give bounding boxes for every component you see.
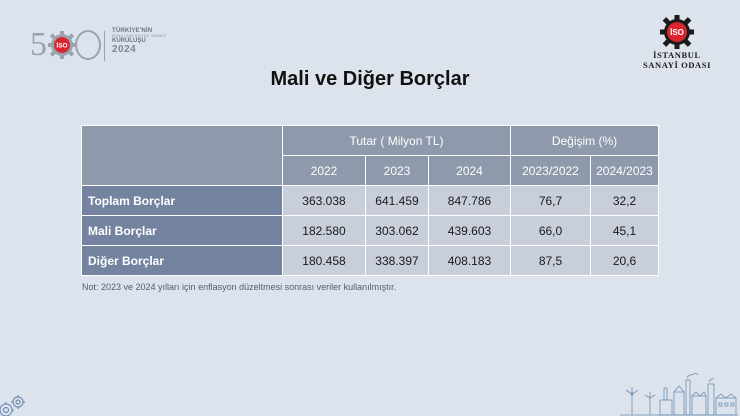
- table-cell: 641.459: [365, 185, 429, 216]
- gear-icon: İSO: [660, 15, 694, 49]
- row-label: Mali Borçlar: [81, 215, 283, 246]
- gears-decoration-icon: [0, 395, 25, 416]
- table-cell: 439.603: [428, 215, 511, 246]
- gear-icon: İSO: [48, 31, 76, 59]
- table-header-tutar: Tutar ( Milyon TL): [282, 125, 511, 156]
- table-cell: 180.458: [282, 245, 366, 276]
- table-header-col: 2023/2022: [510, 155, 591, 186]
- row-label: Toplam Borçlar: [81, 185, 283, 216]
- table-cell: 66,0: [510, 215, 591, 246]
- logo-divider: [104, 31, 105, 61]
- table-cell: 338.397: [365, 245, 429, 276]
- logo-500: 5 İSO TÜRKİYE'NİN: [30, 25, 190, 65]
- logo-500-line2: İKİNCİ 500 BÜYÜK SANAYİ: [112, 33, 167, 39]
- logo-500-year: 2024: [112, 43, 137, 55]
- table-cell: 408.183: [428, 245, 511, 276]
- table-header-col: 2022: [282, 155, 366, 186]
- table-row: Toplam Borçlar 363.038 641.459 847.786 7…: [81, 185, 659, 216]
- footnote: Not: 2023 ve 2024 yılları için enflasyon…: [82, 282, 397, 292]
- table-header-col: 2024: [428, 155, 511, 186]
- table-cell: 76,7: [510, 185, 591, 216]
- table-row: Mali Borçlar 182.580 303.062 439.603 66,…: [81, 215, 659, 246]
- row-label: Diğer Borçlar: [81, 245, 283, 276]
- table-row: Diğer Borçlar 180.458 338.397 408.183 87…: [81, 245, 659, 276]
- page-title: Mali ve Diğer Borçlar: [270, 68, 470, 90]
- table-header-col: 2023: [365, 155, 429, 186]
- debt-table: Tutar ( Milyon TL) Değişim (%) 2022 2023…: [81, 125, 659, 276]
- table-header-row-groups: Tutar ( Milyon TL) Değişim (%): [81, 125, 659, 186]
- table-cell: 45,1: [590, 215, 659, 246]
- table-cell: 20,6: [590, 245, 659, 276]
- logo-iso-line1: İSTANBUL: [653, 50, 701, 60]
- industrial-city-decoration-icon: [620, 373, 738, 416]
- logo-500-line3: KURULUŞU: [112, 38, 146, 45]
- logo-iso: İSO İSTANBUL SANAYİ ODASI: [632, 14, 722, 74]
- table-cell: 363.038: [282, 185, 366, 216]
- table-cell: 847.786: [428, 185, 511, 216]
- logo-500-text: TÜRKİYE'NİN İKİNCİ 500 BÜYÜK SANAYİ KURU…: [112, 28, 167, 55]
- logo-500-badge: İSO: [56, 42, 67, 50]
- table-cell: 182.580: [282, 215, 366, 246]
- table-header-blank: [81, 125, 283, 186]
- logo-500-mark: 5 İSO: [30, 25, 101, 65]
- table-header-degisim: Değişim (%): [510, 125, 659, 156]
- logo-500-line1: TÜRKİYE'NİN: [112, 28, 153, 34]
- table-cell: 32,2: [590, 185, 659, 216]
- table-cell: 303.062: [365, 215, 429, 246]
- logo-500-digit: 5: [30, 26, 47, 63]
- logo-500-ring: [75, 30, 101, 60]
- table-header-col: 2024/2023: [590, 155, 659, 186]
- table-cell: 87,5: [510, 245, 591, 276]
- logo-iso-line2: SANAYİ ODASI: [642, 60, 712, 70]
- logo-iso-badge: İSO: [670, 28, 684, 37]
